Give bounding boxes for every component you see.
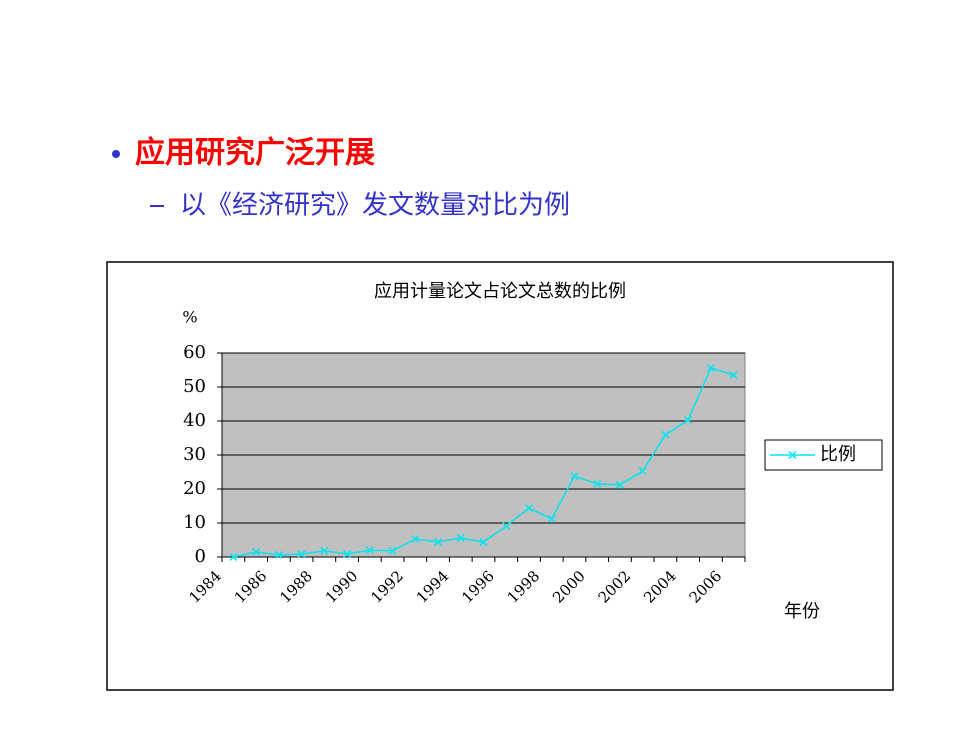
point-marker <box>433 538 443 547</box>
point-marker <box>593 479 602 488</box>
sub-bullet-text: 以《经济研究》发文数量对比为例 <box>180 191 570 221</box>
bullet-text: 应用研究广泛开展 <box>135 136 375 171</box>
point-marker <box>479 538 488 547</box>
y-tick-label: 0 <box>195 546 206 567</box>
point-marker <box>411 534 420 544</box>
point-marker <box>365 546 374 555</box>
y-tick-label: 30 <box>183 444 206 465</box>
point-marker <box>320 546 329 555</box>
x-axis-label: 年份 <box>784 601 820 622</box>
point-marker <box>252 547 261 556</box>
legend-marker <box>788 450 797 460</box>
y-tick-label: 10 <box>183 512 206 533</box>
point-marker <box>706 363 715 372</box>
point-marker <box>388 546 397 555</box>
bullet-dot <box>112 150 120 158</box>
point-marker <box>502 522 511 531</box>
point-marker <box>615 480 624 489</box>
point-marker <box>297 549 306 558</box>
point-marker <box>343 549 352 558</box>
chart-title: 应用计量论文占论文总数的比例 <box>374 281 626 302</box>
y-axis-label: % <box>182 308 197 327</box>
point-marker <box>684 415 693 425</box>
point-marker <box>524 504 534 513</box>
point-marker <box>547 514 556 523</box>
point-marker <box>229 552 238 562</box>
point-marker <box>661 430 670 439</box>
point-marker <box>456 533 465 542</box>
point-marker <box>638 466 647 476</box>
point-marker <box>274 550 283 559</box>
y-tick-label: 40 <box>183 410 206 431</box>
point-marker <box>729 371 738 380</box>
legend-label: 比例 <box>820 444 856 465</box>
y-tick-label: 60 <box>183 342 206 363</box>
point-marker <box>570 472 579 481</box>
y-tick-label: 20 <box>183 478 206 499</box>
y-tick-label: 50 <box>183 376 206 397</box>
